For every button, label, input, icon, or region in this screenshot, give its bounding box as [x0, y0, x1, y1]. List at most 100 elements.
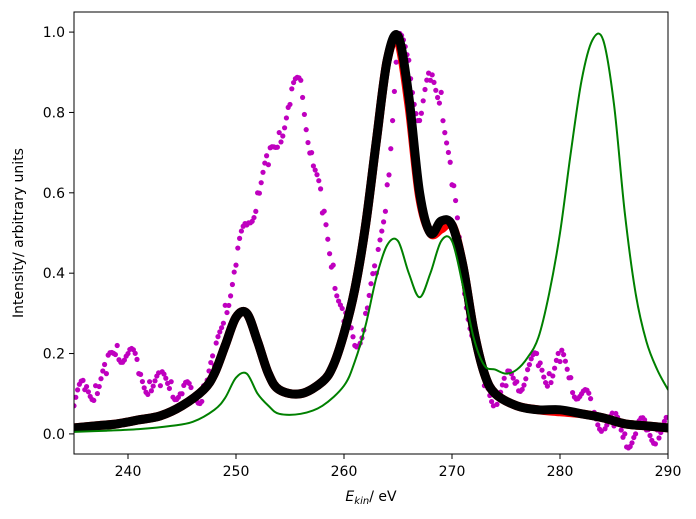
scatter-point — [125, 350, 131, 357]
scatter-point — [179, 391, 185, 397]
scatter-point — [447, 159, 453, 165]
scatter-point — [564, 366, 570, 372]
scatter-point — [663, 414, 668, 421]
scatter-point — [298, 77, 304, 83]
x-tick-label: 290 — [655, 464, 682, 480]
x-axis-title: Ekin/ eV — [345, 489, 397, 507]
scatter-point — [282, 125, 288, 131]
scatter-point — [633, 431, 639, 437]
scatter-point — [417, 117, 423, 124]
scatter-point — [188, 384, 194, 391]
scatter-point — [102, 361, 108, 368]
scatter-point — [150, 383, 156, 389]
scatter-point — [586, 390, 592, 396]
x-tick-label: 280 — [547, 464, 574, 480]
scatter-series — [74, 30, 668, 451]
scatter-point — [438, 89, 444, 95]
scatter-point — [186, 380, 192, 387]
scatter-point — [314, 172, 320, 178]
scatter-point — [134, 356, 140, 362]
scatter-point — [339, 305, 345, 312]
scatter-point — [219, 325, 225, 331]
scatter-point — [537, 360, 543, 366]
y-tick-label: 0.8 — [43, 105, 65, 121]
x-tick-label: 250 — [223, 464, 250, 480]
scatter-point — [550, 373, 556, 379]
scatter-point — [390, 117, 396, 124]
scatter-point — [422, 86, 428, 93]
scatter-point — [557, 358, 563, 365]
scatter-point — [562, 358, 569, 364]
scatter-point — [501, 375, 507, 381]
scatter-point — [559, 347, 565, 353]
scatter-point — [595, 422, 601, 428]
scatter-point — [274, 144, 280, 150]
scatter-point — [588, 396, 594, 402]
scatter-point — [85, 389, 91, 395]
x-axis-ticks: 240 250 260 270 280 290 — [115, 454, 682, 480]
scatter-point — [75, 387, 81, 393]
scatter-point — [568, 375, 574, 381]
scatter-point — [91, 397, 97, 404]
x-tick-label: 270 — [439, 464, 466, 480]
scatter-point — [114, 342, 120, 349]
scatter-point — [199, 398, 205, 405]
scatter-point — [74, 394, 79, 400]
scatter-point — [541, 374, 547, 380]
scatter-point — [276, 129, 282, 136]
scatter-point — [220, 320, 226, 326]
scatter-point — [570, 389, 576, 396]
scatter-point — [454, 215, 460, 221]
scatter-point — [418, 110, 424, 116]
scatter-point — [618, 427, 624, 433]
scatter-point — [283, 115, 289, 121]
scatter-point — [381, 219, 387, 225]
scatter-point — [256, 190, 262, 196]
y-axis-ticks: 0.0 0.2 0.4 0.6 0.8 1.0 — [43, 25, 74, 443]
scatter-point — [444, 140, 450, 146]
scatter-point — [489, 398, 495, 405]
scatter-point — [332, 285, 338, 292]
scatter-point — [161, 371, 167, 377]
scatter-point — [429, 72, 435, 78]
scatter-point — [300, 94, 306, 101]
scatter-point — [265, 162, 271, 168]
x-tick-label: 260 — [331, 464, 358, 480]
scatter-point — [258, 180, 264, 186]
scatter-point — [494, 401, 500, 408]
scatter-point — [366, 292, 372, 299]
scatter-point — [233, 262, 239, 268]
y-tick-label: 0.0 — [43, 427, 65, 443]
scatter-point — [656, 435, 662, 441]
series-line-000000 — [74, 30, 668, 433]
scatter-point — [80, 377, 86, 383]
scatter-point — [163, 375, 169, 381]
scatter-point — [166, 385, 172, 392]
scatter-point — [316, 178, 322, 184]
scatter-point — [431, 79, 437, 86]
scatter-point — [420, 98, 426, 104]
scatter-point — [289, 86, 295, 92]
scatter-point — [327, 251, 333, 257]
scatter-point — [210, 353, 216, 359]
scatter-point — [231, 269, 237, 275]
scatter-point — [253, 208, 259, 214]
x-axis-title-main: E — [345, 489, 354, 505]
scatter-point — [372, 263, 378, 269]
scatter-point — [386, 172, 392, 178]
scatter-point — [552, 365, 558, 371]
scatter-point — [323, 222, 329, 228]
scatter-point — [525, 367, 531, 373]
scatter-point — [217, 329, 223, 335]
scatter-point — [445, 149, 451, 156]
scatter-point — [237, 235, 243, 241]
scatter-point — [379, 228, 385, 234]
scatter-point — [147, 379, 153, 385]
plot-frame — [73, 11, 669, 455]
scatter-point — [330, 262, 336, 268]
scatter-point — [228, 293, 234, 299]
scatter-point — [301, 111, 307, 118]
scatter-point — [94, 390, 100, 397]
scatter-point — [215, 334, 221, 340]
scatter-point — [375, 246, 381, 253]
